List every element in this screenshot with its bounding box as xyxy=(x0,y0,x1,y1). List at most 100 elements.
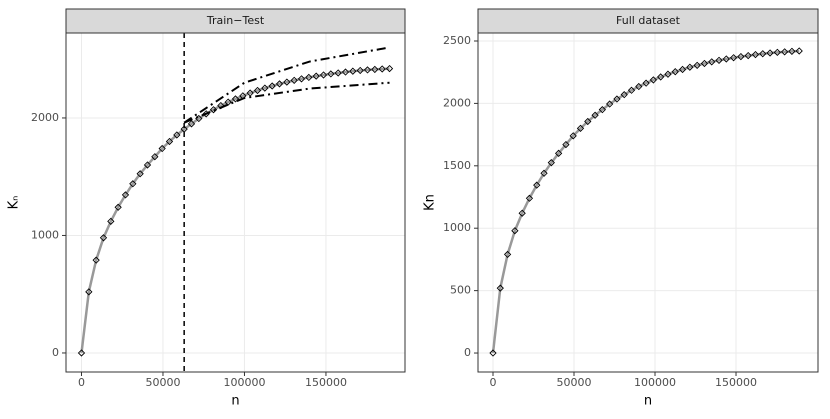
x-tick-label: 50000 xyxy=(557,376,592,389)
data-point xyxy=(686,63,694,71)
data-point xyxy=(496,284,504,292)
data-point xyxy=(305,73,313,82)
data-point xyxy=(511,227,519,235)
data-point xyxy=(598,106,606,114)
x-tick-label: 0 xyxy=(78,376,85,389)
x-tick-label: 0 xyxy=(490,376,497,389)
y-tick-label: 2000 xyxy=(443,96,471,109)
series-line xyxy=(80,67,390,354)
series-line xyxy=(183,81,390,124)
data-point xyxy=(283,78,291,86)
data-point xyxy=(693,61,701,69)
y-axis-title: Kₙ xyxy=(7,196,22,210)
data-point xyxy=(606,100,614,108)
data-point xyxy=(591,111,599,119)
data-point xyxy=(678,65,687,74)
data-point xyxy=(121,191,130,199)
x-tick-label: 150000 xyxy=(715,376,757,389)
x-tick-label: 50000 xyxy=(145,376,180,389)
data-point xyxy=(356,66,364,75)
x-axis-title: n xyxy=(231,394,239,409)
data-point xyxy=(773,48,781,56)
data-point xyxy=(334,69,342,77)
data-point xyxy=(92,256,100,264)
data-point xyxy=(627,86,636,94)
y-tick-label: 2500 xyxy=(443,34,471,47)
data-point xyxy=(158,144,166,153)
data-point xyxy=(722,55,730,63)
data-point xyxy=(766,49,774,57)
data-point xyxy=(371,65,379,74)
y-tick-label: 0 xyxy=(464,346,471,359)
data-point xyxy=(525,194,534,202)
data-point xyxy=(489,349,497,357)
x-axis-title: n xyxy=(644,394,652,409)
data-point xyxy=(77,349,86,357)
data-point xyxy=(649,76,658,84)
data-point xyxy=(729,54,738,62)
data-point xyxy=(363,66,372,74)
data-point xyxy=(759,50,767,58)
data-point xyxy=(620,91,628,99)
data-point xyxy=(642,79,650,87)
data-point xyxy=(151,153,159,161)
data-point xyxy=(165,137,174,146)
strip xyxy=(477,8,819,34)
data-point xyxy=(744,51,752,60)
data-point xyxy=(341,68,350,76)
data-point xyxy=(378,65,386,73)
x-tick-label: 100000 xyxy=(634,376,676,389)
data-point xyxy=(751,50,760,59)
panel-background xyxy=(66,33,405,372)
data-point xyxy=(209,106,218,114)
y-tick-label: 0 xyxy=(52,346,59,359)
data-point xyxy=(231,95,240,103)
data-point xyxy=(503,250,512,259)
data-point xyxy=(275,80,284,88)
data-point xyxy=(107,217,115,225)
x-tick-label: 150000 xyxy=(305,376,347,389)
y-tick-label: 2000 xyxy=(31,111,59,124)
data-point xyxy=(664,70,672,78)
data-point xyxy=(385,64,394,73)
data-point xyxy=(143,161,152,169)
x-tick-label: 100000 xyxy=(223,376,265,389)
data-point xyxy=(788,47,796,55)
data-point xyxy=(327,70,335,78)
data-point xyxy=(99,234,108,242)
series-line xyxy=(491,49,800,354)
data-point xyxy=(613,95,621,103)
data-point xyxy=(780,48,789,56)
data-point xyxy=(562,140,570,149)
data-point xyxy=(349,67,357,75)
strip xyxy=(65,8,406,34)
data-point xyxy=(547,159,555,167)
panel: 0 50000 100000 150000 0 500 1000 1500 2000 2500 Fu… xyxy=(423,8,819,409)
panel-background xyxy=(478,33,818,372)
y-tick-label: 1000 xyxy=(443,221,471,234)
data-point xyxy=(173,131,181,139)
data-point xyxy=(715,56,723,64)
data-point xyxy=(253,86,262,95)
data-point xyxy=(290,76,298,84)
y-tick-label: 1500 xyxy=(443,159,471,172)
data-point xyxy=(246,89,254,97)
y-tick-label: 500 xyxy=(450,284,471,297)
data-point xyxy=(312,72,320,80)
data-point xyxy=(518,209,526,217)
data-point xyxy=(85,288,93,296)
data-point xyxy=(737,52,745,61)
data-point xyxy=(671,68,679,76)
data-point xyxy=(114,203,122,211)
y-tick-label: 1000 xyxy=(31,228,59,241)
data-point xyxy=(129,180,137,188)
data-point xyxy=(136,170,144,178)
data-point xyxy=(657,73,665,81)
y-axis-title: Kn xyxy=(423,194,438,211)
data-point xyxy=(584,117,592,126)
data-point xyxy=(268,82,276,90)
data-point xyxy=(297,75,306,83)
data-point xyxy=(319,71,328,79)
data-point xyxy=(795,47,803,55)
